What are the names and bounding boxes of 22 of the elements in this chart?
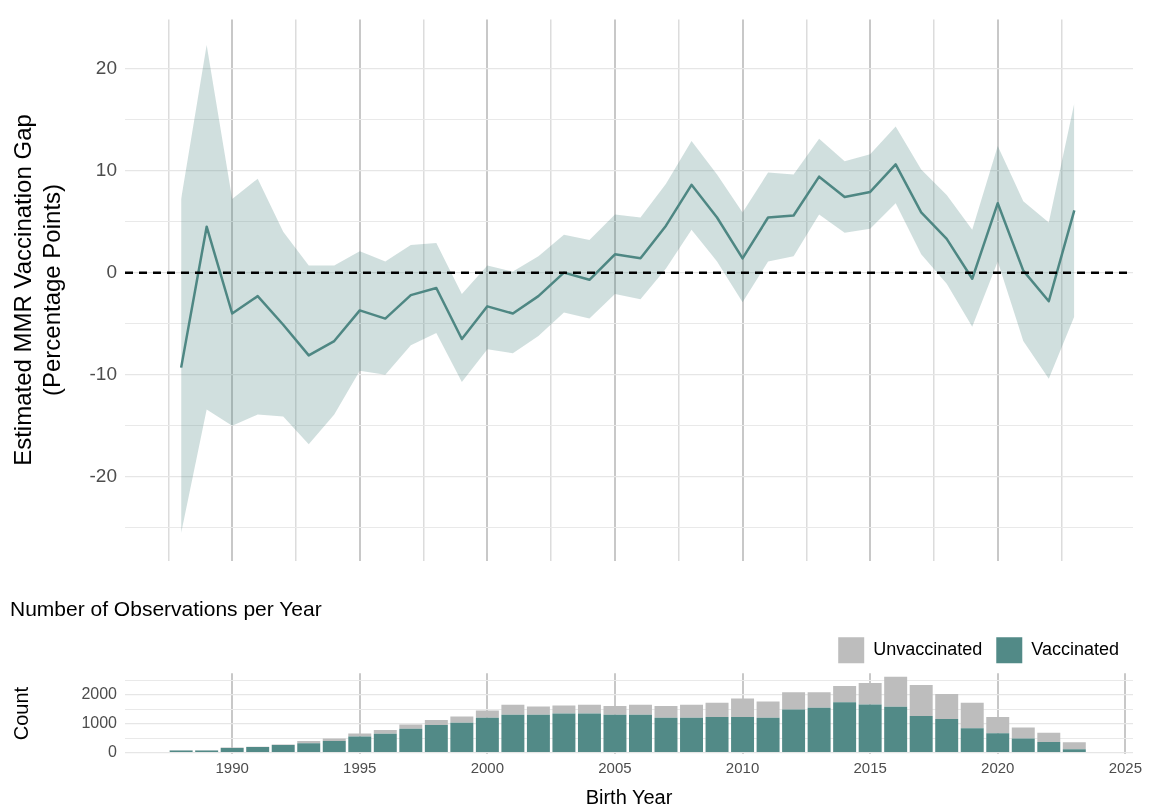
x-tick-label: 2015 bbox=[853, 759, 887, 777]
x-axis-title: Birth Year bbox=[585, 785, 673, 808]
x-tick-label: 2005 bbox=[598, 759, 632, 777]
chart-title: Number of Observations per Year bbox=[10, 597, 322, 621]
y-tick-label: 0 bbox=[106, 260, 117, 282]
x-tick-label: 1990 bbox=[215, 759, 249, 777]
legend-label: Vaccinated bbox=[1031, 639, 1120, 660]
legend-label: Unvaccinated bbox=[873, 639, 983, 660]
x-tick-label: 1995 bbox=[343, 759, 377, 777]
y-tick-label: 20 bbox=[95, 56, 117, 78]
y-axis-title: Estimated MMR Vaccination Gap (Percentage Points) bbox=[9, 114, 65, 466]
x-tick-label: 2020 bbox=[981, 759, 1015, 777]
y-tick-label: -20 bbox=[89, 465, 117, 487]
y-tick-label: 2000 bbox=[81, 685, 118, 703]
y-tick-label: 1000 bbox=[81, 714, 118, 732]
y-tick-label: 10 bbox=[95, 158, 117, 180]
y-tick-label: 0 bbox=[108, 742, 118, 760]
x-tick-label: 2025 bbox=[1108, 759, 1143, 777]
x-tick-label: 2010 bbox=[725, 759, 760, 777]
y-tick-label: -10 bbox=[89, 362, 117, 384]
x-tick-label: 2000 bbox=[470, 759, 505, 777]
y-axis-title: Count bbox=[9, 686, 32, 741]
